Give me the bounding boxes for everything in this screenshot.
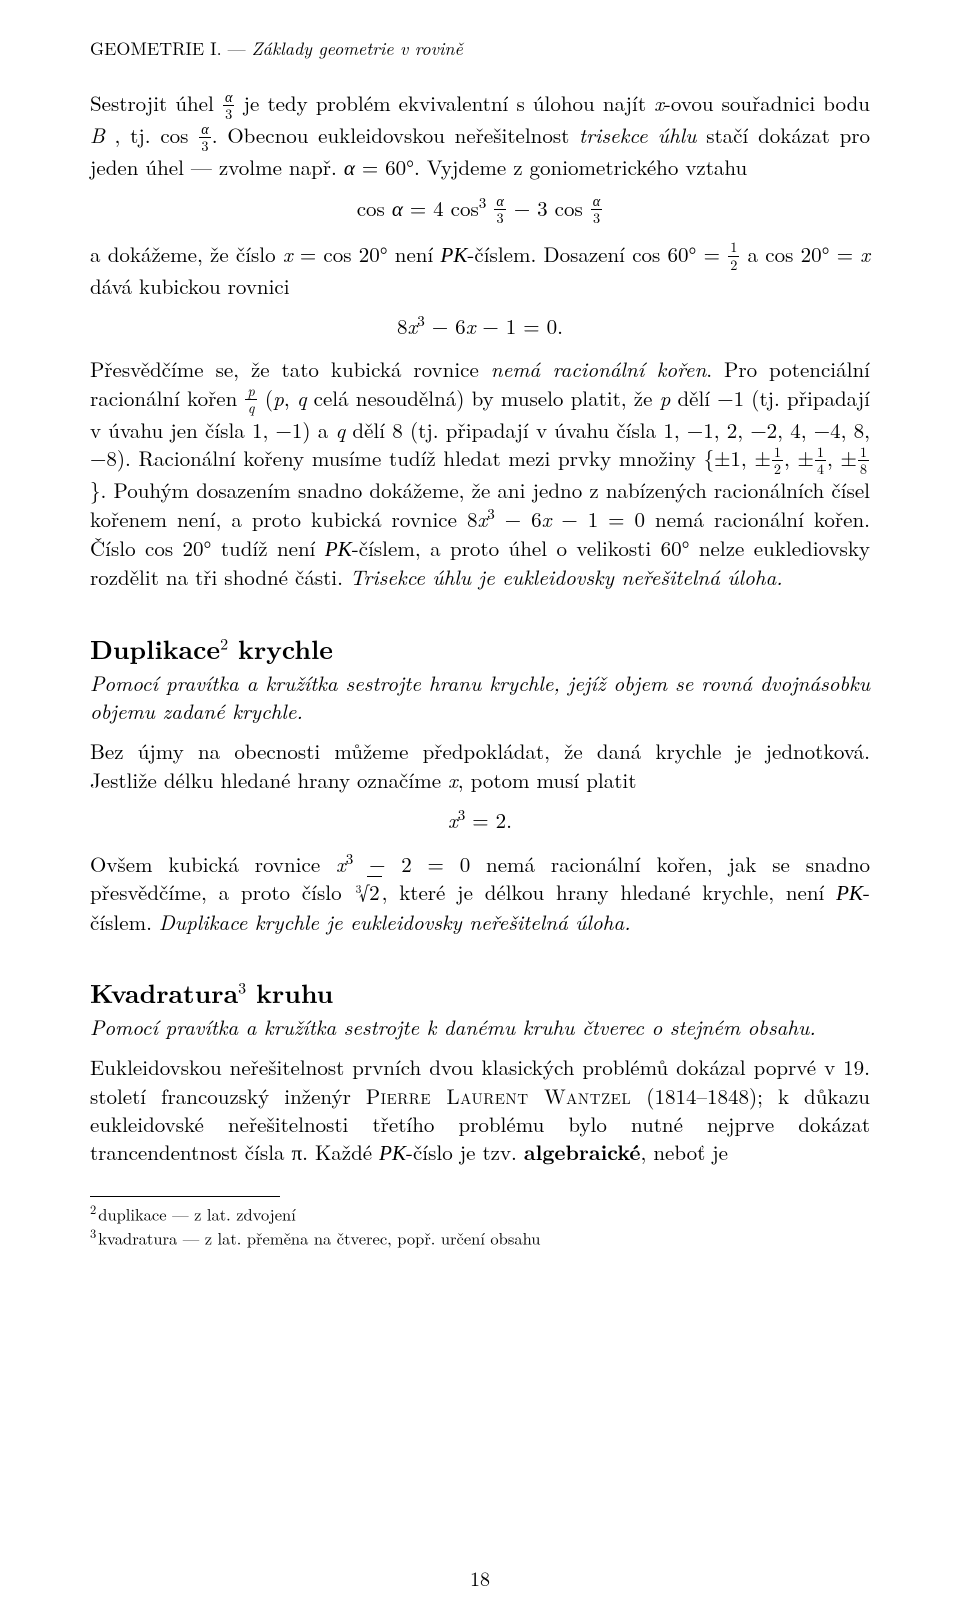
text: , které je délkou hrany hledané krychle,…: [382, 877, 837, 907]
text: Ovšem kubická rovnice: [90, 849, 336, 879]
footnote-mark-3: 3: [238, 975, 246, 998]
page-number: 18: [0, 1563, 960, 1592]
em-nema: nemá racionální kořen: [491, 354, 707, 384]
problem-kvadratura: Pomocí pravítka a kružítka sestrojte k d…: [90, 1013, 870, 1041]
heading-text-b: krychle: [228, 630, 333, 667]
var-alpha: α: [344, 152, 355, 182]
text: , tj. cos: [105, 120, 198, 150]
text: . Obecnou eukleidovskou neřešitelnost: [212, 120, 579, 150]
text: , neboť je: [640, 1137, 728, 1167]
footnote-rule: [90, 1196, 280, 1197]
text: , potom musí platit: [458, 765, 637, 795]
para-4: Bez újmy na obecnosti můžeme předpokláda…: [90, 737, 870, 794]
display-eq-3: x3 = 2.: [90, 804, 870, 835]
frac-alpha-3b: α3: [199, 122, 211, 154]
footnote-3: 3kvadratura — z lat. přeměna na čtverec,…: [90, 1225, 870, 1249]
heading-text: Kvadratura: [90, 974, 238, 1011]
para-3: Přesvědčíme se, že tato kubická rovnice …: [90, 355, 870, 591]
section-heading-kvadratura: Kvadratura3 kruhu: [90, 974, 870, 1011]
em-conclusion-2: Duplikace krychle je eukleidovsky neřeši…: [159, 907, 631, 937]
footnote-text-3: kvadratura — z lat. přeměna na čtverec, …: [98, 1225, 540, 1249]
display-eq-1: cos α = 4 cos3 α3 − 3 cos α3: [90, 192, 870, 226]
running-head-lead: GEOMETRIE I. —: [90, 36, 252, 61]
em-conclusion-1: Trisekce úhlu je eukleidovsky neřešiteln…: [350, 562, 783, 592]
frac-p-q: pq: [245, 384, 256, 416]
text: Přesvědčíme se, že tato kubická rovnice: [90, 354, 491, 384]
para-6: Eukleidovskou neřešitelnost prvních dvou…: [90, 1053, 870, 1167]
para-5: Ovšem kubická rovnice x3 − 2 = 0 nemá ra…: [90, 849, 870, 936]
term-algebraicke: algebraické: [524, 1137, 641, 1167]
text: a cos 20° =: [740, 239, 860, 269]
frac-1-2: 12: [728, 240, 739, 272]
text: není: [388, 239, 441, 269]
footnote-number-3: 3: [90, 1224, 96, 1242]
cubic-root-2: 3√2: [353, 878, 381, 906]
para-2: a dokážeme, že číslo x = cos 20° není PK…: [90, 240, 870, 300]
text: a dokážeme, že číslo: [90, 239, 283, 269]
footnote-text-2: duplikace — z lat. zdvojení: [98, 1201, 296, 1225]
running-head: GEOMETRIE I. — Základy geometrie v rovin…: [90, 36, 870, 61]
text: celá nesoudělná) by muselo platit, že: [307, 383, 660, 413]
footnote-mark-2: 2: [220, 631, 228, 654]
running-head-rest: Základy geometrie v rovině: [252, 36, 463, 61]
text: je tedy problém ekvivalentní s úlohou na…: [235, 88, 654, 118]
problem-duplikace: Pomocí pravítka a kružítka sestrojte hra…: [90, 669, 870, 726]
display-eq-2: 8x3 − 6x − 1 = 0.: [90, 310, 870, 341]
para-1: Sestrojit úhel α3 je tedy problém ekviva…: [90, 89, 870, 182]
pk-symbol: PK: [441, 243, 468, 267]
text: , ±: [784, 443, 814, 473]
text: -ovou souřadnici bodu: [664, 88, 870, 118]
frac-alpha-3: α3: [223, 90, 235, 122]
frac-1-8: 18: [858, 445, 869, 477]
footnote-2: 2duplikace — z lat. zdvojení: [90, 1201, 870, 1225]
text: -číslo je tzv.: [406, 1137, 524, 1167]
frac-1-2b: 12: [772, 445, 783, 477]
text: , ±: [827, 443, 857, 473]
section-heading-duplikace: Duplikace2 krychle: [90, 630, 870, 667]
var-B: B: [90, 120, 105, 150]
text: (: [258, 383, 273, 413]
heading-text: Duplikace: [90, 630, 220, 667]
text: . Vyjdeme z goniometrického vztahu: [414, 152, 747, 182]
pk-symbol-3: PK: [836, 881, 863, 905]
author-name: Pierre Laurent Wantzel: [366, 1081, 631, 1111]
pk-symbol-4: PK: [379, 1141, 406, 1165]
em-trisekce: trisekce úhlu: [579, 120, 696, 150]
text: -číslem. Dosazení cos 60° =: [467, 239, 727, 269]
footnote-number-2: 2: [90, 1200, 96, 1218]
text: Sestrojit úhel: [90, 88, 222, 118]
frac-1-4: 14: [815, 445, 826, 477]
pk-symbol-2: PK: [325, 537, 352, 561]
var-x: x: [654, 88, 664, 118]
text: − 6: [495, 504, 542, 534]
heading-text-b: kruhu: [246, 974, 333, 1011]
text: dává kubickou rovnici: [90, 271, 290, 301]
